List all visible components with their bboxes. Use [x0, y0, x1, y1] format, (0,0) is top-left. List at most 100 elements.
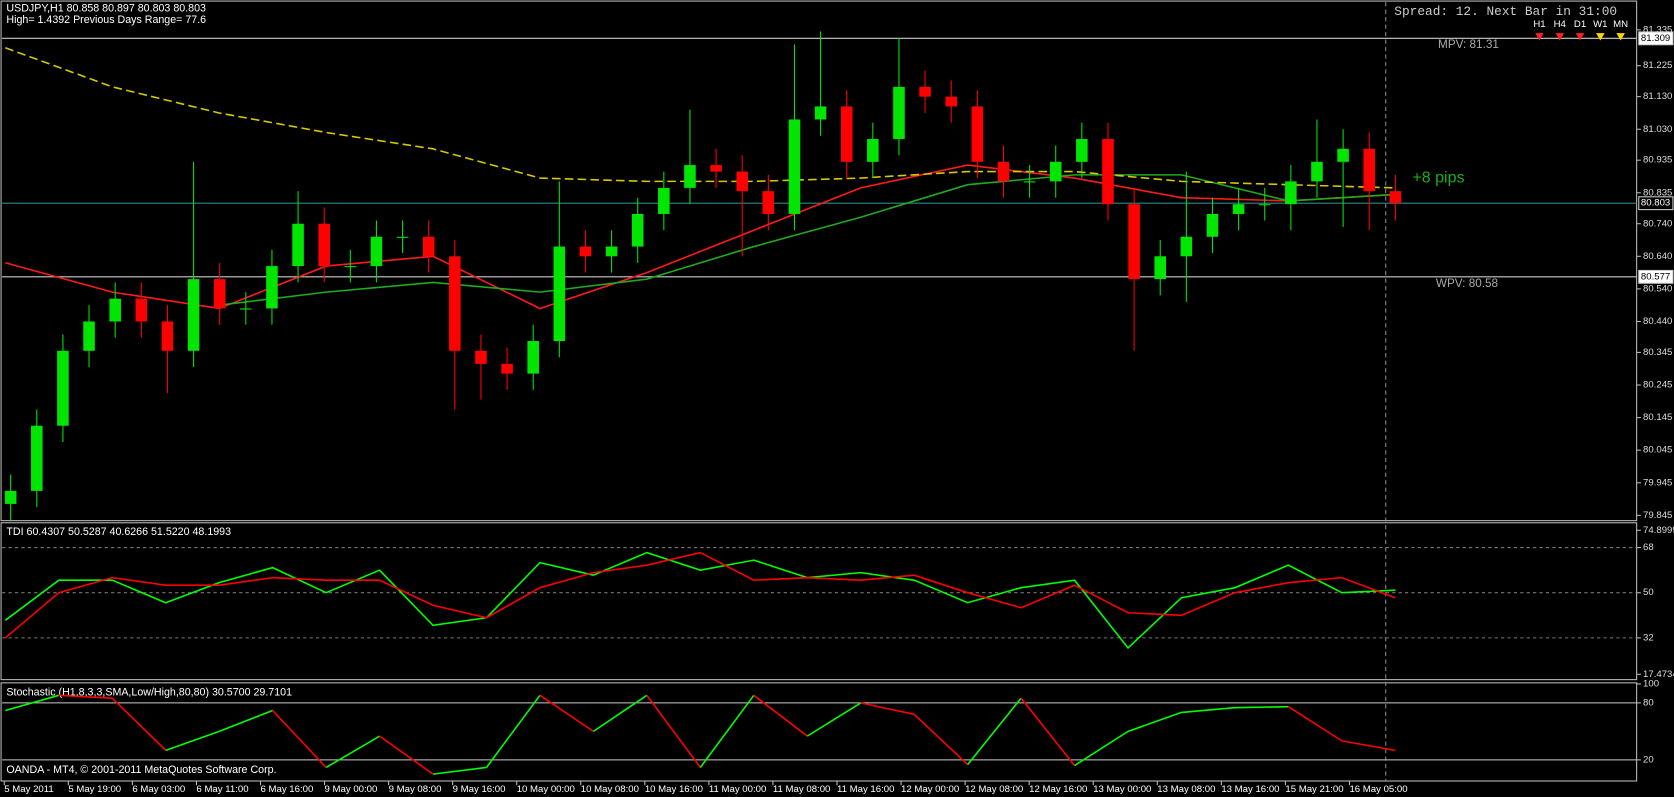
y-tick-label: 81.225 [1643, 60, 1672, 71]
candle-body [135, 298, 148, 322]
timeframe-arrow [1596, 33, 1605, 41]
x-tick-label: 13 May 00:00 [1093, 784, 1151, 795]
spread-info: Spread: 12. Next Bar in 31:00 [1394, 4, 1617, 19]
candle-body [4, 490, 17, 504]
stoch-segment [1074, 730, 1129, 767]
stoch-segment [592, 694, 648, 733]
y-tick-label: 81.130 [1643, 91, 1672, 102]
y-tick-label: 74.8999 [1643, 525, 1674, 536]
x-tick-label: 13 May 08:00 [1157, 784, 1215, 795]
y-tick-label: 81.030 [1643, 124, 1672, 135]
stoch-segment [967, 697, 1022, 766]
candle-body [736, 171, 748, 192]
tdi-frame [0, 522, 1638, 681]
candle-body [1023, 181, 1036, 183]
candle-body [1389, 191, 1402, 204]
candle-body [1363, 148, 1376, 192]
candle-body [788, 119, 801, 214]
stoch-segment [325, 735, 380, 769]
candle-body [527, 341, 539, 374]
timeframe-label: W1 [1593, 19, 1607, 30]
candle-body [83, 321, 95, 351]
candle-body [840, 106, 853, 162]
price-box-label: 80.803 [1641, 198, 1670, 209]
candle-body [814, 106, 827, 120]
candle-body [292, 223, 304, 267]
y-tick-label: 80.440 [1643, 316, 1672, 327]
candle-body [1311, 161, 1323, 182]
candle-body [1154, 256, 1167, 280]
copyright: OANDA - MT4, © 2001-2011 MetaQuotes Soft… [6, 764, 276, 776]
candle-body [605, 246, 618, 257]
x-tick-label: 16 May 05:00 [1349, 784, 1407, 795]
candle-body [1232, 204, 1245, 214]
y-tick-label: 79.845 [1643, 510, 1672, 521]
moving-average [219, 174, 1396, 306]
stoch-segment [111, 697, 167, 751]
y-tick-label: 80.245 [1643, 380, 1672, 391]
candle-body [475, 350, 487, 364]
moving-average [5, 164, 1396, 310]
timeframe-arrow [1616, 33, 1625, 41]
candle-body [187, 279, 200, 351]
y-tick-label: 80.640 [1643, 251, 1672, 262]
stoch-segment [218, 709, 273, 733]
stoch-segment [1181, 706, 1236, 714]
timeframe-label: MN [1613, 19, 1628, 30]
candle-body [318, 223, 330, 267]
timeframe-label: D1 [1574, 19, 1586, 30]
x-tick-label: 5 May 2011 [4, 784, 53, 795]
price-box [1638, 269, 1674, 284]
candle-body [31, 425, 43, 491]
stoch-segment [860, 702, 915, 716]
stoch-segment [539, 694, 594, 733]
stoch-segment [913, 713, 969, 766]
candle-body [213, 279, 226, 309]
x-tick-label: 11 May 00:00 [709, 784, 766, 795]
x-tick-label: 10 May 00:00 [517, 784, 575, 795]
x-tick-label: 9 May 16:00 [453, 784, 506, 795]
candle-body [1180, 236, 1193, 257]
candle-body [370, 236, 383, 267]
y-tick-label: 17.4734 [1643, 669, 1674, 680]
candle-body [109, 298, 121, 322]
candle-body [1206, 213, 1219, 237]
stoch-segment [58, 694, 113, 699]
stoch-segment [1287, 706, 1343, 742]
x-tick-label: 6 May 03:00 [132, 784, 185, 795]
x-tick-label: 12 May 16:00 [1029, 784, 1087, 795]
candle-body [658, 187, 670, 214]
mpv-label: MPV: 81.31 [1438, 38, 1499, 51]
x-tick-label: 9 May 00:00 [325, 784, 378, 795]
candle-body [57, 350, 69, 426]
timeframe-arrow [1535, 33, 1544, 41]
candle-body [971, 106, 984, 162]
y-tick-label: 81.335 [1643, 24, 1672, 35]
stoch-segment [646, 694, 701, 768]
x-tick-label: 11 May 08:00 [773, 784, 830, 795]
candle-body [344, 266, 357, 268]
stoch-segment [806, 702, 862, 737]
y-tick-label: 80.740 [1643, 218, 1672, 229]
stoch-segment [1341, 740, 1396, 752]
candle-body [266, 266, 278, 309]
price-box [1638, 31, 1674, 46]
stoch-segment [5, 694, 60, 712]
y-tick-label: 32 [1643, 632, 1654, 643]
candle-body [684, 165, 696, 188]
x-tick-label: 6 May 11:00 [196, 784, 248, 795]
candle-body [501, 363, 513, 374]
symbol-header: USDJPY,H1 80.858 80.897 80.803 80.803 [6, 2, 206, 14]
candle-body [449, 256, 461, 351]
wpv-label: WPV: 80.58 [1436, 277, 1499, 290]
y-tick-label: 80 [1643, 697, 1654, 708]
range-header: High= 1.4392 Previous Days Range= 77.6 [6, 14, 206, 26]
y-tick-label: 50 [1643, 587, 1654, 598]
stoch-segment [272, 709, 327, 769]
price-box-label: 80.577 [1641, 271, 1670, 282]
stoch-segment [1127, 711, 1182, 733]
stoch-segment [699, 694, 755, 768]
x-tick-label: 15 May 21:00 [1285, 784, 1343, 795]
